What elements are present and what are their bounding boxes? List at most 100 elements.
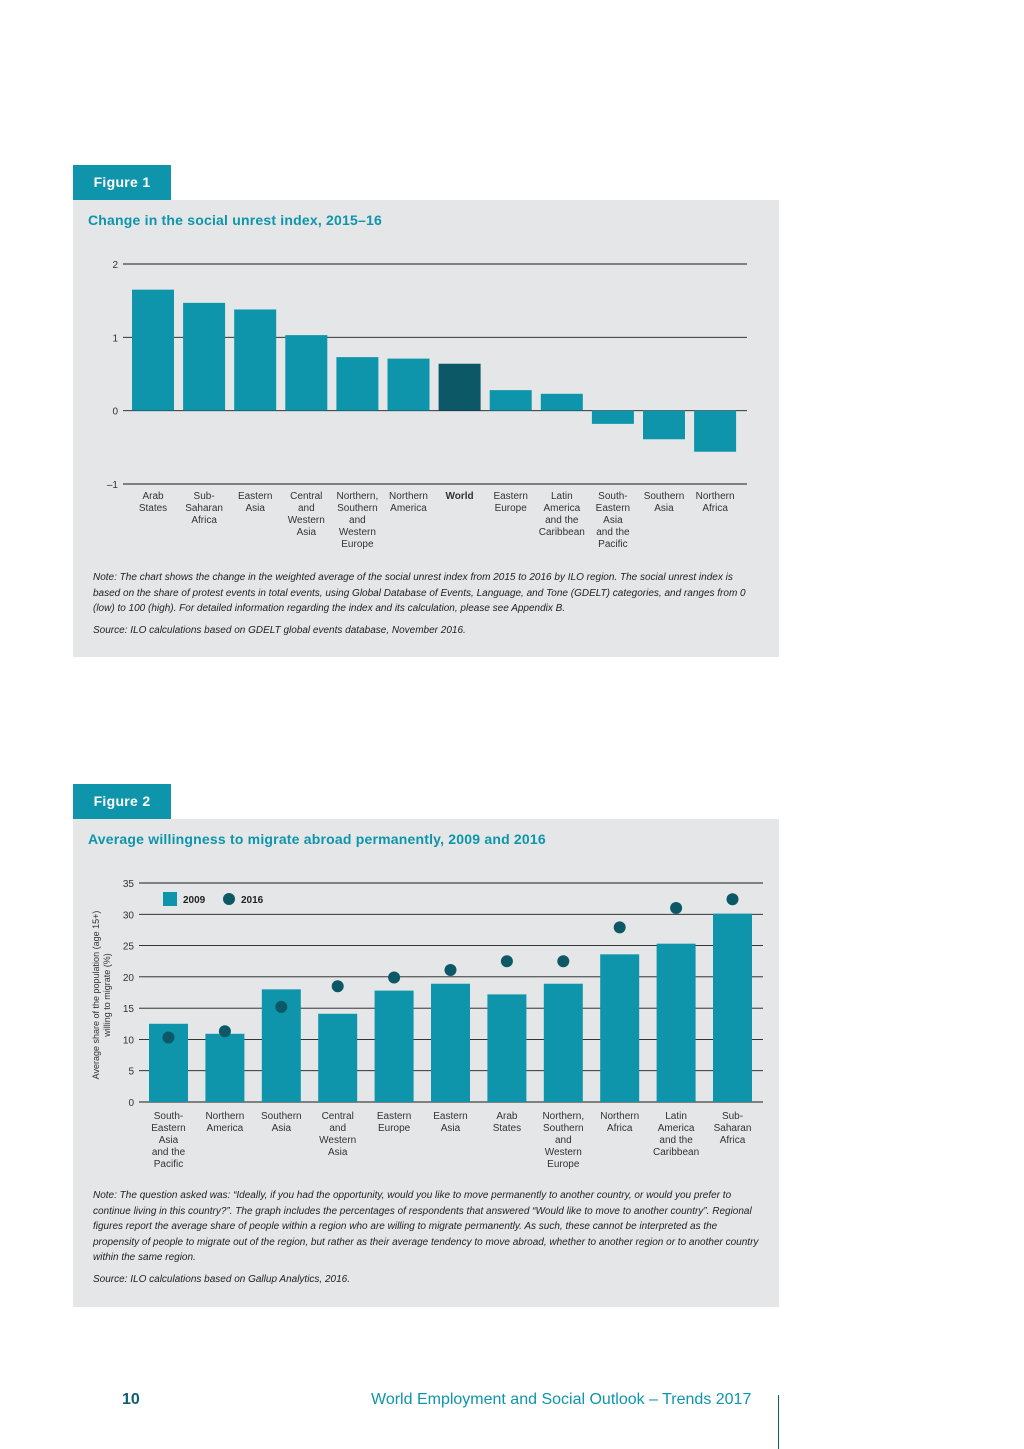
dot-2016-latin-america-and-the-caribbean [670, 902, 683, 915]
x-tick-label-line: America [390, 503, 427, 514]
legend-swatch-2016 [223, 893, 235, 905]
x-tick-label-line: Asia [654, 503, 674, 514]
dot-2016-south-eastern-asia-and-the-pacific [162, 1031, 175, 1044]
figure-2-tab: Figure 2 [73, 784, 171, 819]
figure-2-note: Note: The question asked was: “Ideally, … [93, 1190, 759, 1263]
figure-1-note: Note: The chart shows the change in the … [93, 572, 746, 614]
x-tick-label-line: Europe [495, 503, 528, 514]
x-tick-label-line: Asia [441, 1123, 461, 1134]
bar-2009-arab-states [487, 994, 527, 1102]
footer-divider [778, 1395, 779, 1449]
x-tick-label-line: Arab [142, 491, 164, 502]
dot-2016-sub-saharan-africa [726, 893, 739, 906]
figure-1-panel: Change in the social unrest index, 2015–… [73, 200, 779, 657]
dot-2016-northern-africa [613, 921, 626, 934]
x-tick-label-line: Eastern [433, 1111, 467, 1122]
y-tick-label: 30 [123, 910, 135, 921]
figure-1-tab: Figure 1 [73, 165, 171, 200]
x-tick-label-latin-america-and-the-caribbean: Latin America and the Caribbean [539, 491, 585, 538]
x-tick-label-southern-asia: Southern Asia [644, 491, 685, 514]
bar-2009-northern-southern-and-western-europe [543, 983, 583, 1102]
page-number: 10 [122, 1391, 140, 1408]
x-tick-label-line: Europe [341, 539, 374, 550]
x-tick-label-line: America [207, 1123, 244, 1134]
x-tick-label-line: Central [290, 491, 322, 502]
x-tick-label-line: Europe [547, 1159, 580, 1170]
x-tick-label-northern-southern-and-western-europe: Northern, Southern and Western Europe [337, 491, 379, 550]
x-tick-label-line: Western [319, 1135, 356, 1146]
bar-northern-southern-and-western-europe [336, 357, 379, 411]
x-tick-label-south-eastern-asia-and-the-pacific: South-Eastern Asia and the Pacific [151, 1111, 185, 1170]
x-tick-label-line: Africa [191, 515, 217, 526]
y-tick-label: 10 [123, 1035, 135, 1046]
bar-northern-america [387, 358, 430, 411]
x-tick-label-line: States [493, 1123, 521, 1134]
x-tick-label-northern-southern-and-western-europe: Northern, Southern and Western Europe [542, 1111, 584, 1170]
x-tick-label-sub-saharan-africa: Sub-Saharan Africa [185, 491, 223, 526]
x-tick-label-line: Saharan [714, 1123, 752, 1134]
x-tick-label-line: Africa [720, 1135, 746, 1146]
bar-arab-states [132, 289, 174, 411]
bar-2009-eastern-asia [431, 983, 470, 1102]
dot-2016-eastern-asia [444, 963, 457, 976]
dot-2016-arab-states [500, 955, 513, 968]
figure-1-title: Change in the social unrest index, 2015–… [88, 212, 382, 228]
figure-1-source: Source: ILO calculations based on GDELT … [93, 624, 466, 636]
x-tick-label-line: and [555, 1135, 572, 1146]
x-tick-label-line: Eastern [151, 1123, 185, 1134]
bar-latin-america-and-the-caribbean [540, 393, 583, 411]
x-tick-label-line: Sub- [722, 1111, 743, 1122]
x-tick-label-line: America [658, 1123, 695, 1134]
dot-2016-northern-america [218, 1025, 231, 1038]
x-tick-label-latin-america-and-the-caribbean: Latin America and the Caribbean [653, 1111, 699, 1158]
x-tick-label-line: Asia [297, 527, 317, 538]
y-tick-label: –1 [107, 480, 119, 491]
x-tick-label-line: Southern [644, 491, 685, 502]
x-tick-label-line: Central [322, 1111, 354, 1122]
x-tick-label-sub-saharan-africa: Sub-Saharan Africa [714, 1111, 752, 1146]
x-tick-label-line: and [298, 503, 315, 514]
legend: 2009 2016 [163, 892, 264, 906]
x-tick-label-line: Asia [159, 1135, 179, 1146]
y-tick-label: 2 [112, 260, 118, 271]
figure-2-panel: Average willingness to migrate abroad pe… [73, 819, 779, 1307]
x-tick-label-line: and [329, 1123, 346, 1134]
x-tick-label-line: Pacific [598, 539, 627, 550]
y-tick-label: 1 [112, 333, 118, 344]
bar-2009-northern-africa [600, 954, 640, 1102]
dot-2016-eastern-europe [388, 971, 401, 984]
x-tick-label-line: Asia [603, 515, 623, 526]
x-tick-label-line: and the [596, 527, 630, 538]
x-tick-label-eastern-europe: Eastern Europe [377, 1111, 411, 1134]
figure-2-chart: 35 30 25 20 15 10 5 0 Average share of the popul… [91, 879, 763, 1170]
figure-2-note-block: Note: The question asked was: “Ideally, … [93, 1188, 761, 1293]
y-tick-label: 0 [112, 407, 118, 418]
x-tick-label-line: Southern [261, 1111, 302, 1122]
y-axis-label: Average share of the population (age 15+… [91, 911, 112, 1080]
legend-swatch-2009 [163, 892, 177, 906]
x-tick-label-line: Western [288, 515, 325, 526]
x-tick-label-line: Northern, [542, 1111, 584, 1122]
x-tick-label-line: Western [339, 527, 376, 538]
dot-2016-northern-southern-and-western-europe [557, 955, 570, 968]
figure-2-source: Source: ILO calculations based on Gallup… [93, 1273, 351, 1285]
x-tick-label-arab-states: Arab States [139, 491, 167, 514]
x-tick-label-line: Asia [272, 1123, 292, 1134]
x-tick-label-line: Eastern [493, 491, 527, 502]
x-tick-label-line: Eastern [596, 503, 630, 514]
x-tick-label-line: Caribbean [539, 527, 585, 538]
x-tick-label-line: Northern [696, 491, 735, 502]
x-tick-label-line: Pacific [154, 1159, 183, 1170]
x-tick-label-line: South- [154, 1111, 183, 1122]
x-tick-label-eastern-europe: Eastern Europe [493, 491, 527, 514]
x-tick-label-south-eastern-asia-and-the-pacific: South-Eastern Asia and the Pacific [596, 491, 630, 550]
x-tick-label-line: Northern [389, 491, 428, 502]
bar-2009-sub-saharan-africa [713, 913, 752, 1102]
bar-eastern-asia [234, 309, 277, 411]
bar-2009-latin-america-and-the-caribbean [656, 943, 696, 1102]
y-tick-label: 15 [123, 1004, 135, 1015]
figure-1-note-block: Note: The chart shows the change in the … [93, 570, 761, 644]
x-tick-label-line: America [543, 503, 580, 514]
x-tick-label-line: and the [152, 1147, 186, 1158]
x-tick-label-line: Northern [600, 1111, 639, 1122]
